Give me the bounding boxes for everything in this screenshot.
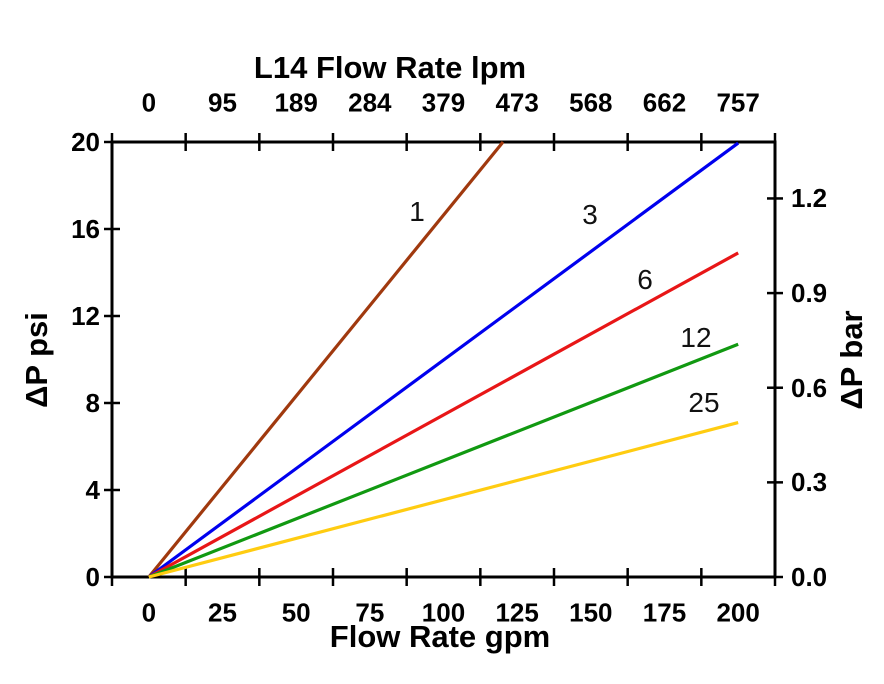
series-line-25 xyxy=(148,421,739,579)
tick-label-bottom-175: 175 xyxy=(642,597,687,628)
tick-label-left-0: 0 xyxy=(85,562,100,592)
series-label-12: 12 xyxy=(680,322,712,353)
tick-label-bottom-0: 0 xyxy=(141,597,157,628)
tick-label-top-662: 662 xyxy=(642,87,687,118)
tick-label-bottom-25: 25 xyxy=(208,597,237,628)
tick-label-bottom-150: 150 xyxy=(569,597,613,628)
series-label-25: 25 xyxy=(688,387,720,418)
series-label-6: 6 xyxy=(637,264,653,295)
tick-label-top-95: 95 xyxy=(208,87,237,118)
series-line-1 xyxy=(147,140,505,579)
tick-label-right-0.9: 0.9 xyxy=(791,278,828,309)
tick-label-top-189: 189 xyxy=(274,87,318,118)
bottom-axis-title: Flow Rate gpm xyxy=(329,619,551,654)
series-line-12 xyxy=(148,342,739,579)
series-label-1: 1 xyxy=(409,196,425,227)
right-axis-title: ΔP bar xyxy=(834,310,869,410)
series-line-6 xyxy=(148,251,739,579)
tick-label-left-16: 16 xyxy=(71,214,100,244)
tick-label-left-4: 4 xyxy=(85,475,100,505)
tick-label-top-757: 757 xyxy=(716,87,760,118)
tick-label-top-473: 473 xyxy=(495,87,539,118)
tick-label-bottom-75: 75 xyxy=(355,597,385,628)
tick-label-left-8: 8 xyxy=(85,388,100,418)
tick-label-top-284: 284 xyxy=(348,87,392,118)
plot-frame xyxy=(110,140,777,579)
tick-label-bottom-125: 125 xyxy=(495,597,539,628)
series-label-3: 3 xyxy=(582,199,598,230)
tick-label-right-1.2: 1.2 xyxy=(791,183,828,214)
tick-label-top-0: 0 xyxy=(141,87,157,118)
left-axis-title: ΔP psi xyxy=(19,312,54,408)
tick-label-top-379: 379 xyxy=(421,87,466,118)
tick-label-right-0.6: 0.6 xyxy=(791,372,828,403)
series-line-3 xyxy=(147,141,740,579)
tick-label-left-12: 12 xyxy=(71,301,100,331)
tick-label-bottom-200: 200 xyxy=(716,597,760,628)
top-axis-title: L14 Flow Rate lpm xyxy=(253,50,527,85)
tick-label-bottom-50: 50 xyxy=(281,597,311,628)
tick-label-bottom-100: 100 xyxy=(421,597,466,628)
tick-label-right-0.0: 0.0 xyxy=(791,562,828,592)
tick-label-top-568: 568 xyxy=(569,87,613,118)
tick-label-left-20: 20 xyxy=(71,127,100,157)
tick-label-right-0.3: 0.3 xyxy=(791,467,828,498)
